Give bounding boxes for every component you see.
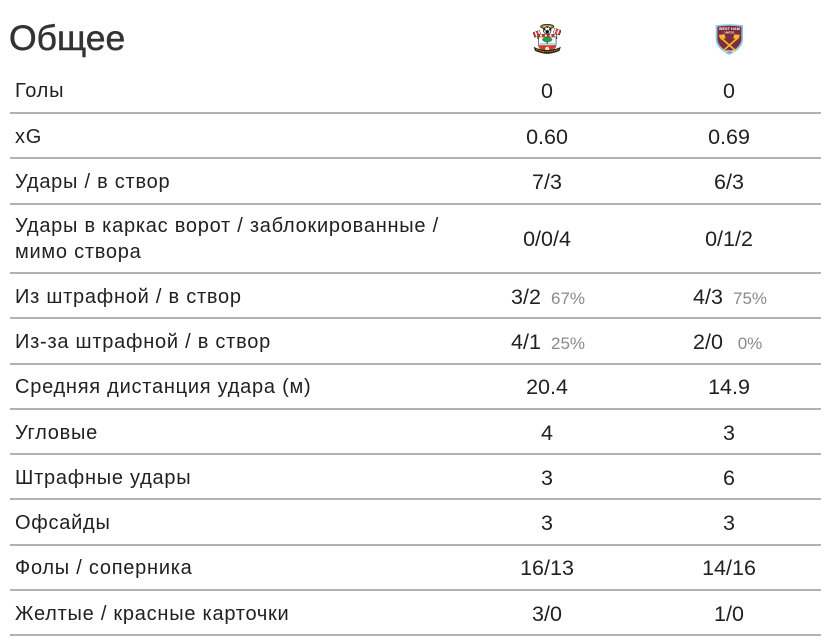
svg-text:UNITED: UNITED (724, 30, 734, 34)
svg-text:LONDON: LONDON (724, 51, 734, 53)
svg-text:WEST HAM: WEST HAM (719, 27, 740, 31)
